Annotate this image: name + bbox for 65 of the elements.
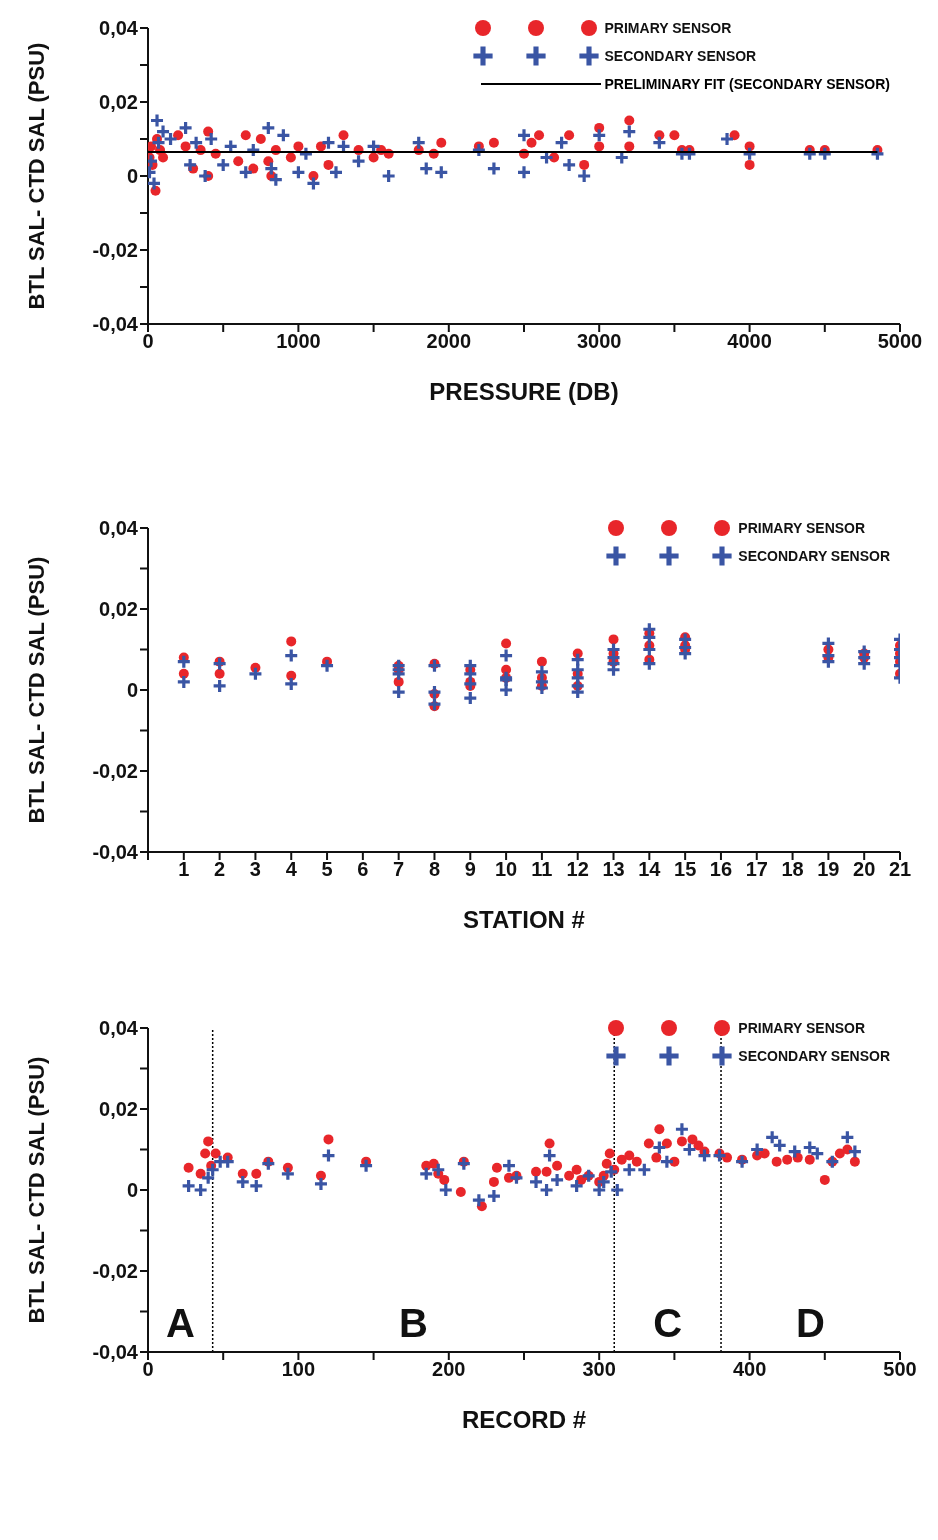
x-tick-label: 200 (432, 1358, 466, 1381)
x-tick-label: 14 (638, 858, 662, 881)
text: PRELIMINARY FIT (SECONDARY SENSOR) (604, 76, 890, 92)
y-tick-label: -0,02 (92, 760, 138, 783)
legend-label: SECONDARY SENSOR (604, 48, 757, 64)
x-tick-label: 17 (745, 858, 768, 881)
x-axis-title: PRESSURE (DB) (429, 378, 619, 405)
y-tick-label: -0,04 (92, 841, 139, 864)
y-tick-label: 0,02 (99, 91, 138, 114)
x-tick-label: 11 (531, 858, 553, 881)
x-tick-label: 0 (142, 1358, 154, 1381)
y-axis-title: BTL SAL- CTD SAL (PSU) (23, 556, 49, 824)
x-tick-label: 1000 (276, 330, 321, 353)
y-tick-label: -0,02 (92, 239, 138, 262)
x-tick-label: 6 (357, 858, 369, 881)
legend-label: PRIMARY SENSOR (604, 20, 732, 36)
x-tick-label: 2 (214, 858, 226, 881)
x-tick-label: 15 (674, 858, 697, 881)
legend-label: PRIMARY SENSOR (738, 520, 866, 536)
x-tick-label: 9 (464, 858, 476, 881)
x-tick-label: 7 (393, 858, 405, 881)
x-tick-label: 19 (817, 858, 840, 881)
y-tick-label: 0,04 (99, 17, 139, 40)
x-tick-label: 16 (709, 858, 733, 881)
x-tick-label: 5 (321, 858, 333, 881)
y-tick-label: 0,04 (99, 517, 139, 540)
x-tick-label: 21 (888, 858, 912, 881)
legend-label: SECONDARY SENSOR (738, 548, 890, 564)
x-tick-label: 13 (602, 858, 625, 881)
x-tick-label: 5000 (877, 330, 923, 353)
x-axis-title: RECORD # (461, 1406, 587, 1433)
legend-label: PRIMARY SENSOR (738, 1020, 866, 1036)
x-tick-label: 4000 (727, 330, 772, 353)
x-tick-label: 10 (494, 858, 518, 881)
x-tick-label: 18 (781, 858, 804, 881)
x-tick-label: 500 (883, 1358, 917, 1381)
y-tick-label: 0,02 (99, 1098, 138, 1121)
x-tick-label: 4 (285, 858, 298, 881)
annotation: A (165, 1301, 195, 1346)
legend-label: SECONDARY SENSOR (738, 1048, 890, 1064)
annotation: D (796, 1301, 825, 1346)
y-axis-title: BTL SAL- CTD SAL (PSU) (23, 1056, 49, 1324)
x-tick-label: 100 (281, 1358, 316, 1381)
x-tick-label: 20 (853, 858, 876, 881)
y-tick-label: 0 (126, 679, 138, 702)
x-tick-label: 2000 (426, 330, 472, 353)
y-tick-label: 0,04 (99, 1017, 139, 1040)
annotation: B (399, 1301, 428, 1346)
y-tick-label: -0,04 (92, 1341, 139, 1364)
x-tick-label: 8 (428, 858, 441, 881)
x-tick-label: 300 (582, 1358, 616, 1381)
x-axis-title: STATION # (463, 906, 585, 933)
y-tick-label: 0,02 (99, 598, 138, 621)
y-tick-label: 0 (126, 1179, 138, 1202)
annotation: C (653, 1301, 683, 1346)
y-axis-title: BTL SAL- CTD SAL (PSU) (23, 42, 49, 310)
y-tick-label: -0,04 (92, 313, 139, 336)
y-tick-label: 0 (126, 165, 138, 188)
x-tick-label: 3 (249, 858, 261, 881)
x-tick-label: 1 (178, 858, 190, 881)
x-tick-label: 3000 (576, 330, 622, 353)
y-tick-label: -0,02 (92, 1260, 138, 1283)
x-tick-label: 400 (732, 1358, 767, 1381)
x-tick-label: 12 (566, 858, 589, 881)
x-tick-label: 0 (142, 330, 154, 353)
